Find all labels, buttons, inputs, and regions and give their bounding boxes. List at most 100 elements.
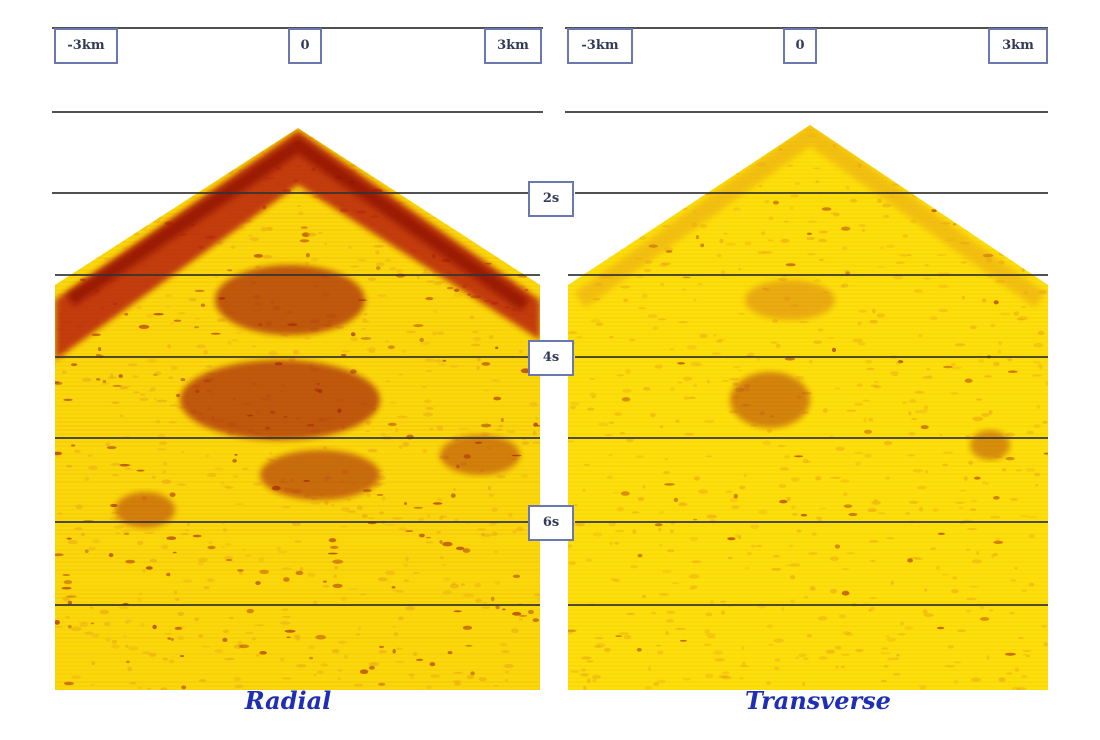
radial-speckle <box>500 417 504 423</box>
transverse-speckle <box>758 185 763 188</box>
radial-band <box>55 601 540 603</box>
radial-speckle <box>282 616 291 618</box>
radial-band <box>55 261 540 263</box>
transverse-speckle <box>614 161 623 163</box>
transverse-band <box>568 617 1048 619</box>
radial-speckle <box>210 332 221 335</box>
transverse-speckle <box>917 684 928 687</box>
radial-speckle <box>453 158 463 164</box>
radial-speckle <box>91 633 100 638</box>
radial-speckle <box>148 389 153 392</box>
radial-speckle <box>254 624 265 626</box>
transverse-speckle <box>815 516 823 520</box>
transverse-band <box>568 197 1048 199</box>
radial-speckle <box>409 675 415 679</box>
transverse-speckle <box>657 318 667 321</box>
transverse-speckle <box>631 185 642 190</box>
radial-speckle <box>393 632 399 637</box>
transverse-speckle <box>1025 654 1031 658</box>
radial-speckle <box>395 660 405 664</box>
transverse-speckle <box>657 650 664 655</box>
transverse-speckle <box>632 529 637 535</box>
transverse-speckle <box>993 300 999 305</box>
radial-speckle <box>322 446 327 449</box>
radial-speckle <box>222 527 228 533</box>
radial-speckle <box>344 134 349 139</box>
transverse-speckle <box>808 552 818 555</box>
radial-speckle <box>385 570 395 576</box>
radial-band <box>55 645 540 647</box>
transverse-speckle <box>641 594 646 599</box>
transverse-band <box>568 557 1048 559</box>
transverse-speckle <box>954 168 965 174</box>
radial-speckle <box>356 505 363 511</box>
radial-speckle <box>161 479 172 485</box>
radial-speckle <box>303 337 311 340</box>
radial-speckle <box>204 157 214 163</box>
radial-speckle <box>71 444 76 447</box>
radial-speckle <box>317 232 323 234</box>
radial-speckle <box>235 331 243 334</box>
transverse-speckle <box>997 349 1001 354</box>
radial-speckle <box>380 433 386 436</box>
transverse-band <box>568 629 1048 631</box>
transverse-speckle <box>568 630 573 635</box>
radial-speckle <box>379 645 384 649</box>
transverse-speckle <box>843 269 851 272</box>
radial-speckle <box>178 161 188 164</box>
radial-speckle <box>176 483 187 486</box>
transverse-speckle <box>1041 624 1048 628</box>
radial-speckle <box>107 376 117 379</box>
transverse-speckle <box>1019 514 1029 518</box>
transverse-offset-label-center: 0 <box>783 28 817 64</box>
radial-speckle <box>281 677 292 680</box>
radial-speckle <box>281 608 289 612</box>
radial-speckle <box>481 532 485 536</box>
radial-speckle <box>447 651 453 655</box>
radial-speckle <box>432 331 438 336</box>
radial-speckle <box>75 504 83 510</box>
radial-speckle <box>80 532 85 537</box>
radial-band <box>55 337 540 339</box>
radial-speckle <box>435 142 443 145</box>
transverse-speckle <box>840 665 845 668</box>
transverse-speckle <box>947 162 956 166</box>
transverse-band <box>568 333 1048 335</box>
radial-speckle <box>198 679 207 683</box>
transverse-speckle <box>912 469 923 473</box>
transverse-speckle <box>795 656 800 660</box>
transverse-band <box>568 653 1048 655</box>
transverse-band <box>568 541 1048 543</box>
transverse-speckle <box>574 503 578 507</box>
radial-speckle <box>77 130 82 133</box>
radial-speckle <box>462 548 471 553</box>
radial-strong-reflection <box>260 450 380 500</box>
transverse-speckle <box>799 321 810 323</box>
transverse-speckle <box>818 656 829 660</box>
radial-speckle <box>62 596 70 602</box>
transverse-speckle <box>922 375 933 380</box>
transverse-speckle <box>647 314 658 318</box>
transverse-speckle <box>1037 330 1045 336</box>
radial-speckle <box>295 570 304 576</box>
transverse-speckle <box>619 431 626 435</box>
transverse-speckle <box>857 321 862 326</box>
transverse-speckle <box>970 215 977 220</box>
radial-speckle <box>78 621 89 624</box>
radial-speckle <box>237 569 244 572</box>
radial-direct-arrival-core <box>66 136 530 311</box>
transverse-speckle <box>660 282 665 287</box>
radial-speckle <box>207 578 215 582</box>
radial-speckle <box>366 493 371 498</box>
radial-speckle <box>176 141 181 146</box>
radial-speckle <box>430 195 439 199</box>
transverse-band <box>568 677 1048 679</box>
radial-speckle <box>88 546 96 551</box>
transverse-speckle <box>953 129 958 132</box>
radial-speckle <box>306 253 310 258</box>
transverse-speckle <box>636 647 642 652</box>
radial-band <box>55 621 540 623</box>
radial-speckle <box>169 659 175 664</box>
transverse-band <box>568 365 1048 367</box>
radial-speckle <box>111 401 120 405</box>
